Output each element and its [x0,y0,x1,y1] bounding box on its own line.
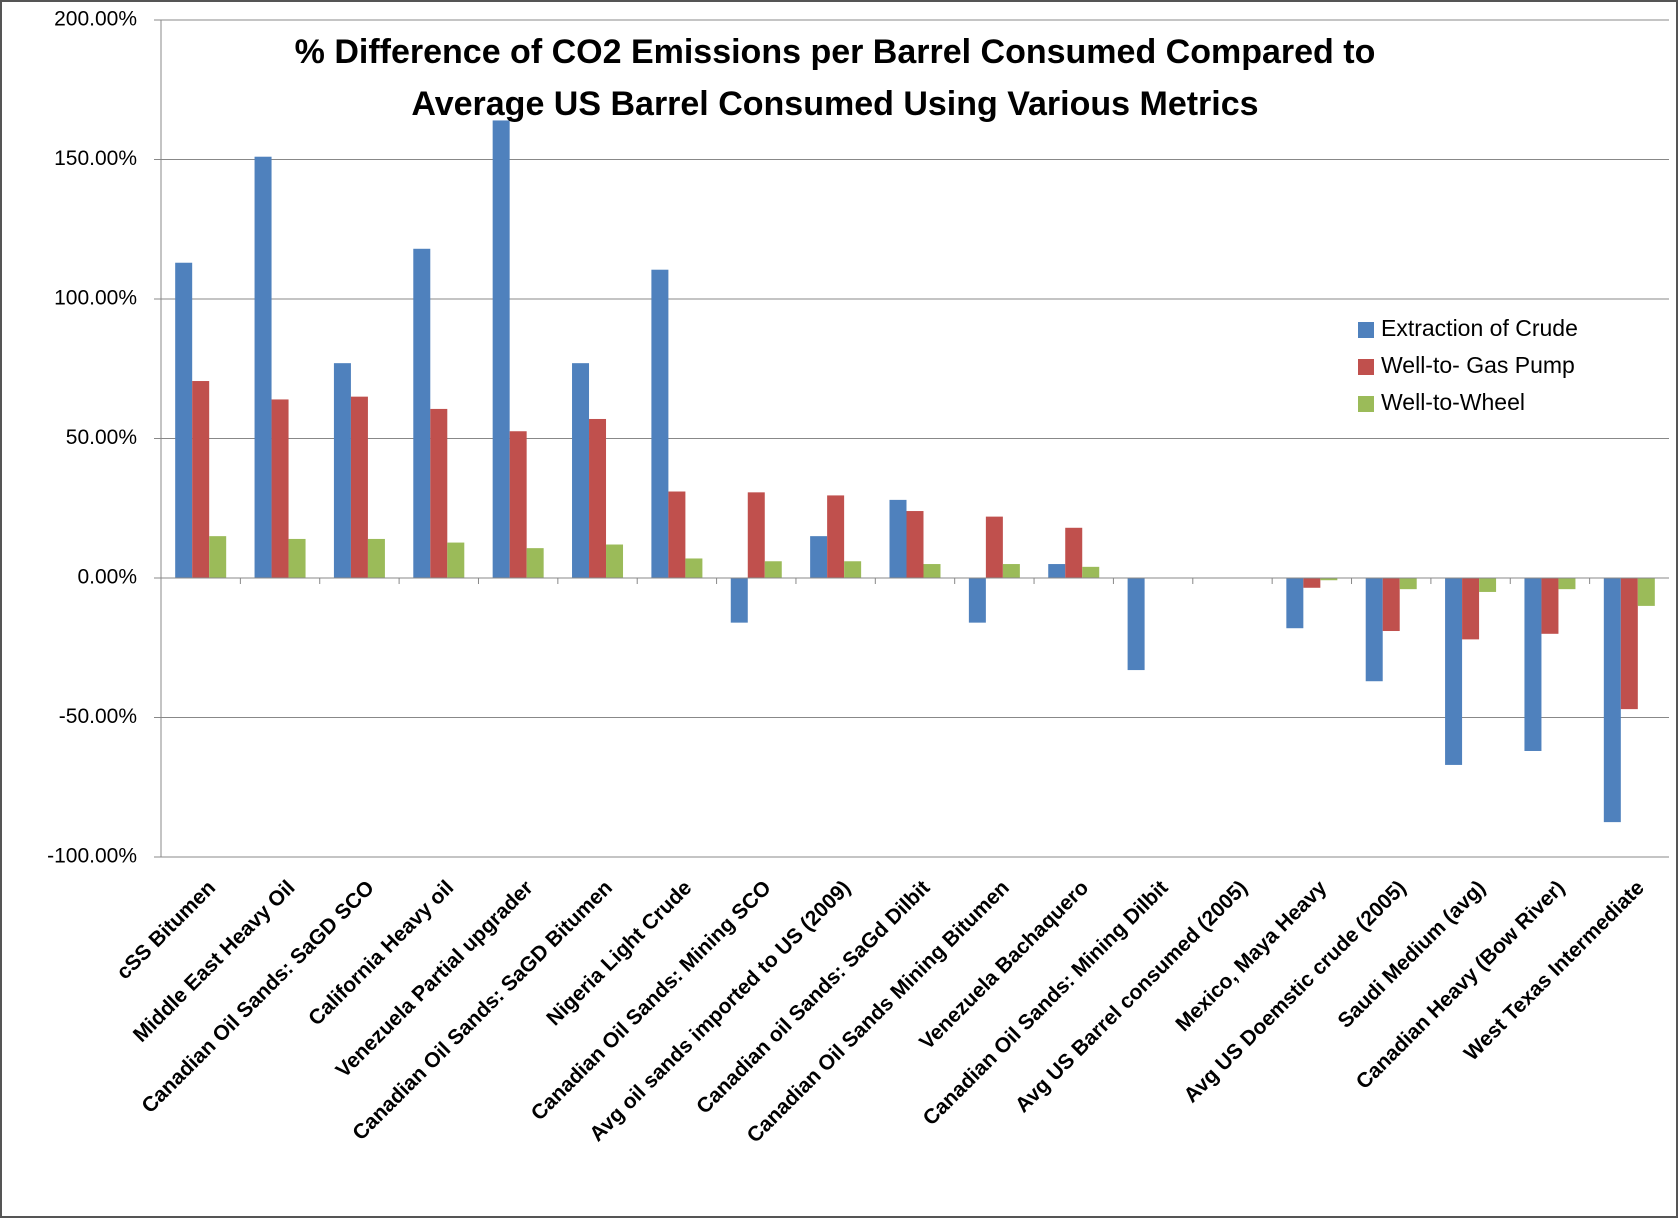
bar [288,538,306,578]
legend-label: Extraction of Crude [1381,315,1578,341]
y-tick-label: 150.00% [54,147,137,170]
bar [968,578,986,623]
bar [1286,578,1304,629]
bar [1558,578,1576,590]
bar [192,381,210,578]
bar [413,248,431,578]
bar [509,431,527,578]
bar [1603,578,1621,823]
bar [589,418,607,578]
bar [1445,578,1463,765]
bar [730,578,748,623]
legend-swatch [1358,322,1374,338]
bar [1127,578,1145,671]
bar [1479,578,1497,592]
bar [333,363,351,578]
legend-swatch [1358,359,1374,375]
bar [985,516,1003,578]
bar [1620,578,1638,710]
bar [606,544,624,578]
bar [668,491,686,578]
bar [572,363,590,578]
bar [1002,564,1020,578]
bar [1524,578,1542,751]
bar [764,561,782,578]
bar [1303,578,1321,588]
bar [1399,578,1417,590]
x-tick-label: California Heavy oil [304,876,458,1030]
bar [923,564,941,578]
y-tick-label: -100.00% [47,845,137,868]
legend-label: Well-to- Gas Pump [1381,352,1575,378]
bar [844,561,862,578]
bar [1365,578,1383,682]
bar [1382,578,1400,632]
bar [1637,578,1655,606]
bar [1082,566,1100,578]
bar [685,558,703,578]
x-tick-label: Mexico, Maya Heavy [1171,876,1331,1036]
bar [1065,527,1083,578]
bar [1320,578,1338,581]
y-tick-label: 50.00% [66,426,137,449]
bar [827,495,845,578]
chart-title: % Difference of CO2 Emissions per Barrel… [294,33,1376,123]
bar [447,542,465,578]
bar [747,492,765,578]
x-tick-label: Middle East Heavy Oil [129,876,300,1047]
bar [492,120,510,578]
x-tick-label: Saudi Medium (avg) [1334,876,1491,1033]
bar [810,536,828,578]
legend-swatch [1358,396,1374,412]
legend-label: Well-to-Wheel [1381,389,1525,415]
bar [889,499,907,578]
bar [651,269,669,578]
bar [1541,578,1559,634]
bar [1462,578,1480,640]
bar [350,396,368,578]
bar [367,538,385,578]
bar [430,408,448,578]
y-tick-label: 0.00% [77,566,137,589]
bar [906,511,924,578]
bar [526,548,544,578]
y-tick-label: 200.00% [54,8,137,31]
bar [254,156,272,578]
bar [209,536,227,578]
bar [175,262,193,578]
bar [1048,564,1066,578]
x-tick-label: Nigeria Light Crude [542,876,696,1030]
bar [271,399,289,578]
y-tick-label: -50.00% [59,705,137,728]
y-tick-label: 100.00% [54,287,137,310]
